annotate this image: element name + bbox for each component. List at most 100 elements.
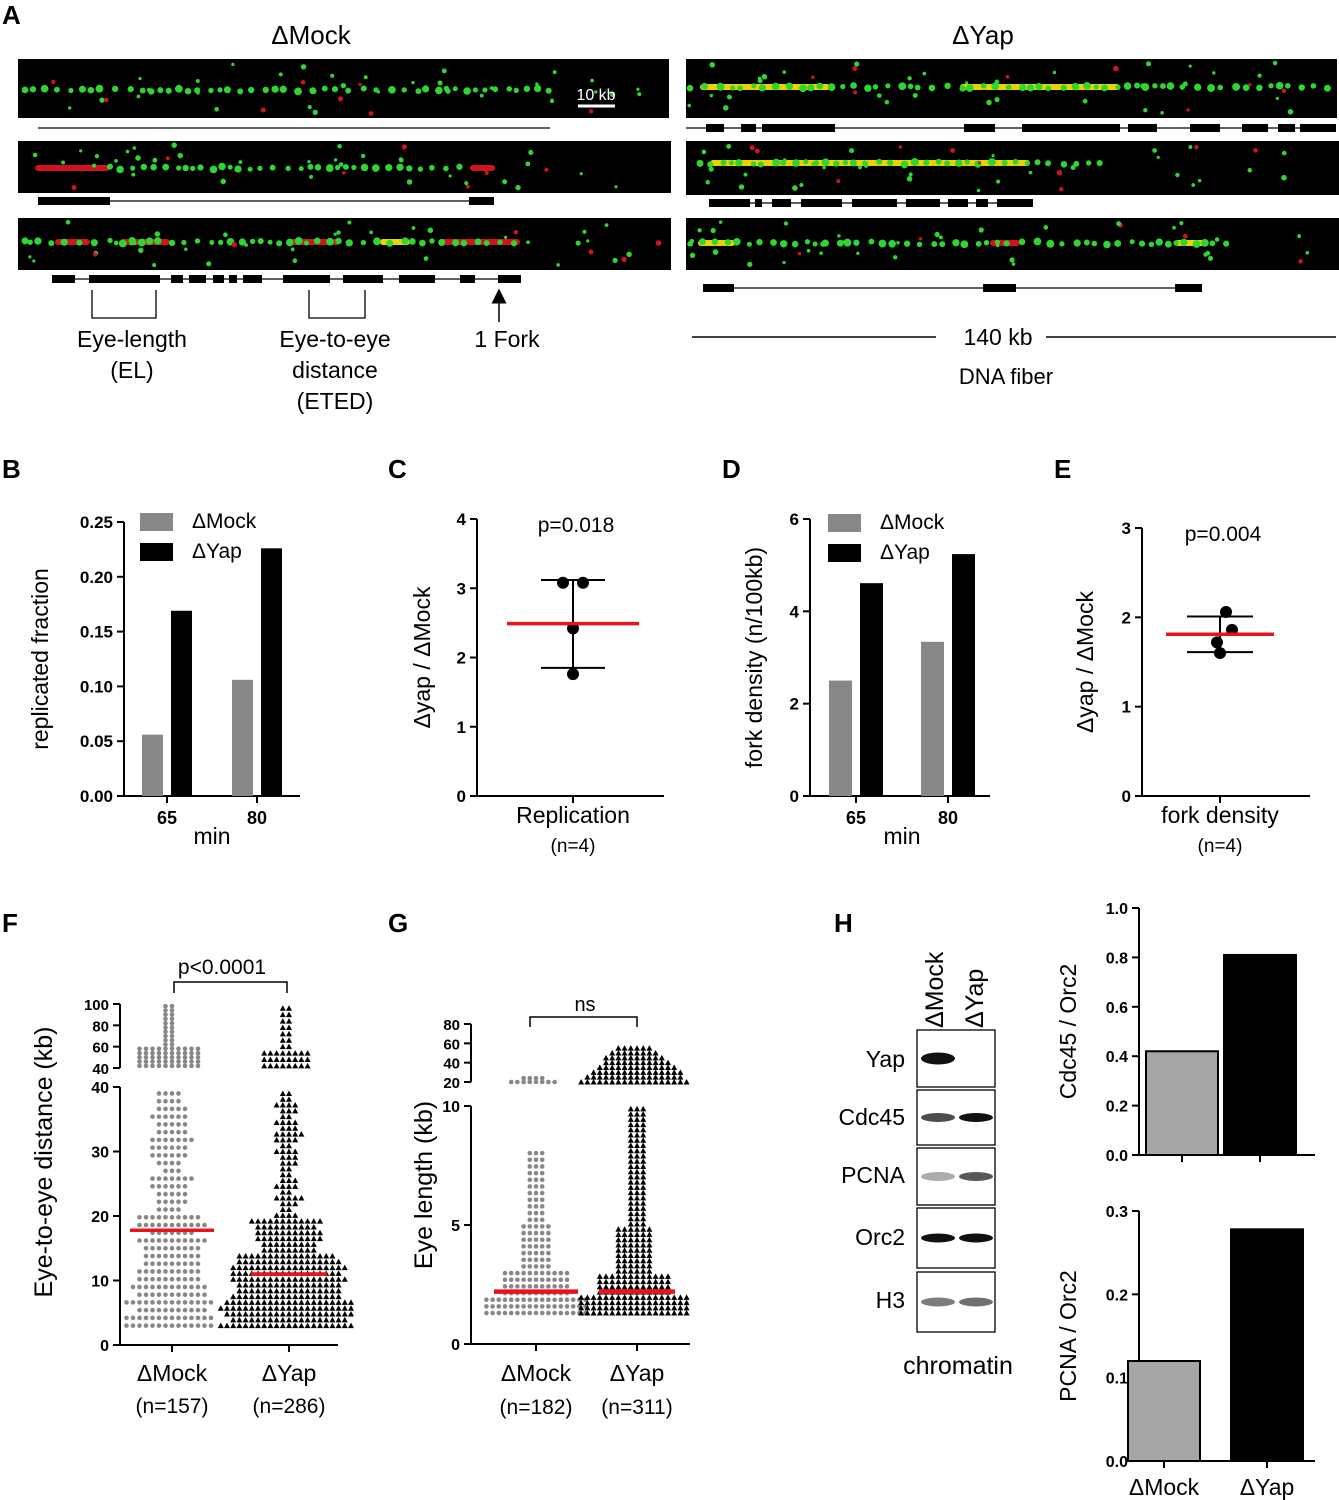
F-yap-point	[304, 1258, 311, 1265]
fiber-background-dot	[877, 93, 882, 98]
fiber-green-dot	[209, 165, 218, 174]
F-yap-point	[310, 1311, 317, 1317]
G-mock-point	[539, 1079, 545, 1085]
G-yap-point	[640, 1059, 647, 1066]
G-yap-point	[615, 1310, 622, 1316]
G-yap-point	[634, 1299, 640, 1306]
fiber-green-dot	[1152, 83, 1158, 89]
fiber-background-dot	[340, 82, 347, 89]
G-mock-point	[558, 1270, 564, 1276]
F-mock-point	[143, 1307, 149, 1313]
H2-category-label: ΔYap	[1240, 1474, 1295, 1500]
G-mock-point	[521, 1075, 526, 1081]
G-mock-point	[521, 1250, 526, 1256]
G-yap-point	[640, 1054, 647, 1061]
F-mock-point	[150, 1184, 155, 1189]
G-yap-point	[627, 1158, 634, 1164]
fiber-background-dot	[1011, 262, 1016, 266]
G-yap-point	[621, 1064, 628, 1070]
fiber-background-dot	[754, 148, 760, 154]
F-mock-point	[150, 1137, 155, 1143]
fiber-background-dot	[836, 179, 841, 184]
G-yap-point	[683, 1294, 690, 1300]
F-yap-point	[298, 1062, 305, 1069]
F-yap-point	[286, 1212, 292, 1218]
F-yap-point	[261, 1062, 268, 1069]
F-yap-point	[292, 1183, 299, 1189]
G-mock-point	[533, 1237, 539, 1243]
F-yap-point	[279, 1171, 286, 1178]
F-mock-point	[150, 1222, 155, 1228]
fiber-background-dot	[912, 92, 918, 98]
F-yap-point	[310, 1223, 317, 1230]
E-n-label: (n=4)	[1198, 836, 1243, 857]
G-mock-point	[521, 1237, 526, 1243]
fiber-background-dot	[614, 185, 618, 189]
F-yap-point	[292, 1148, 299, 1154]
fiber-background-dot	[1028, 170, 1033, 175]
blot-band-h3	[959, 1297, 993, 1307]
G-yap-point	[621, 1069, 628, 1075]
G-y-tick-label: 60	[443, 1036, 460, 1053]
F-yap-point	[304, 1322, 311, 1329]
fiber-green-dot	[162, 163, 170, 171]
fiber-background-dot	[152, 263, 157, 268]
F-mock-point	[189, 1055, 194, 1060]
F-mock-point	[143, 1050, 149, 1056]
fiber-green-dot	[429, 238, 435, 244]
F-mock-point	[150, 1063, 155, 1069]
fiber-green-dot	[1045, 85, 1052, 92]
F-yap-point	[348, 1305, 354, 1311]
fiber-green-dot	[1083, 82, 1091, 90]
fiber-background-dot	[214, 106, 220, 112]
F-yap-point	[267, 1258, 274, 1265]
G-yap-point	[677, 1074, 684, 1080]
G-yap-point	[634, 1163, 640, 1169]
F-mock-point	[195, 1055, 201, 1060]
F-yap-point	[348, 1299, 354, 1305]
F-yap-point	[310, 1316, 317, 1323]
F-mock-point	[176, 1063, 181, 1069]
fiber-background-dot	[292, 258, 298, 264]
G-yap-point	[646, 1252, 653, 1258]
G-yap-point	[621, 1074, 628, 1080]
blot-row-cdc45: Cdc45	[839, 1104, 905, 1130]
F-yap-point	[304, 1247, 311, 1253]
F-yap-point	[304, 1056, 311, 1062]
F-mock-point	[189, 1269, 194, 1274]
F-yap-point	[261, 1235, 268, 1242]
E-y-tick-label: 3	[1122, 519, 1131, 538]
F-mock-point	[176, 1129, 181, 1135]
F-yap-point	[317, 1252, 323, 1259]
G-n-label: (n=182)	[500, 1396, 573, 1419]
fiber-green-dot	[1256, 84, 1263, 92]
fiber-image-mock-1	[18, 59, 669, 118]
F-mock-point	[189, 1284, 194, 1290]
F-mock-point	[150, 1300, 155, 1305]
F-yap-point	[273, 1241, 280, 1247]
F-yap-point	[329, 1299, 336, 1305]
F-mock-point	[137, 1214, 142, 1220]
fiber-green-dot	[1201, 238, 1209, 247]
G-yap-point	[634, 1215, 640, 1222]
F-yap-point	[242, 1311, 249, 1317]
F-yap-point	[286, 1189, 292, 1195]
fiber-green-dot	[1242, 84, 1250, 91]
fiber-background-dot	[697, 228, 702, 233]
G-yap-point	[621, 1268, 628, 1274]
B-y-tick-label: 0.05	[80, 732, 113, 751]
F-yap-point	[304, 1311, 311, 1317]
G-mock-point	[527, 1197, 533, 1203]
F-yap-point	[286, 1160, 292, 1166]
F-yap-point	[236, 1270, 243, 1276]
F-yap-point	[323, 1252, 330, 1259]
fiber-green-dot	[237, 88, 244, 95]
F-yap-point	[341, 1311, 348, 1317]
chart-g-eye-length: 051020406080ΔMock(n=182)ΔYap(n=311)nsEye…	[410, 994, 690, 1419]
F-yap-point	[279, 1113, 286, 1120]
G-yap-point	[627, 1054, 634, 1061]
G-yap-point	[627, 1194, 634, 1201]
F-mock-point	[156, 1122, 162, 1127]
F-yap-point	[298, 1316, 305, 1323]
F-yap-point	[230, 1311, 237, 1317]
